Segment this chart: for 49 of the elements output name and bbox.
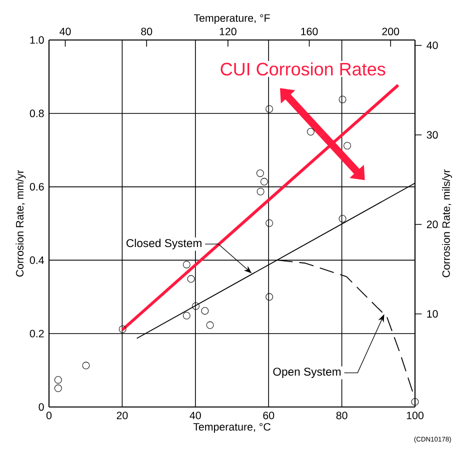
point bbox=[118, 325, 126, 333]
y2-tick-label: 30 bbox=[426, 131, 438, 139]
x2-tick-label: 80 bbox=[141, 28, 152, 36]
point bbox=[338, 214, 346, 222]
point bbox=[256, 188, 264, 196]
point bbox=[201, 307, 209, 315]
y-tick-label: 0.2 bbox=[30, 330, 44, 338]
y-tick-label: 0.6 bbox=[30, 183, 44, 191]
point bbox=[54, 384, 62, 392]
x-tick-label: 20 bbox=[116, 412, 128, 420]
point bbox=[54, 376, 62, 384]
x-tick-label: 40 bbox=[190, 412, 201, 420]
point bbox=[256, 169, 264, 177]
y-tick-label: 0 bbox=[38, 403, 44, 411]
y-tick-label: 0.4 bbox=[30, 256, 44, 264]
y2-tick-label: 40 bbox=[426, 42, 438, 50]
x2-axis-title: Temperature, °F bbox=[194, 14, 270, 24]
point bbox=[266, 219, 274, 227]
point bbox=[182, 312, 190, 320]
point bbox=[187, 275, 195, 283]
point bbox=[344, 142, 352, 150]
x-tick-label: 80 bbox=[336, 412, 348, 420]
y2-tick-label: 10 bbox=[427, 310, 438, 318]
x-axis-title: Temperature, °C bbox=[193, 423, 270, 433]
x2-tick-label: 160 bbox=[301, 28, 318, 36]
x-tick-label: 60 bbox=[263, 412, 274, 420]
point bbox=[266, 293, 274, 301]
x2-tick-label: 200 bbox=[382, 28, 400, 36]
point bbox=[206, 321, 214, 329]
point bbox=[266, 105, 274, 113]
annotation: Closed System bbox=[126, 238, 202, 250]
x2-tick-label: 40 bbox=[60, 28, 71, 36]
point bbox=[411, 398, 419, 406]
point bbox=[338, 96, 346, 104]
x-tick-label: 100 bbox=[406, 412, 424, 420]
x-tick-label: 0 bbox=[46, 412, 52, 420]
y-tick-label: 1.0 bbox=[30, 36, 44, 44]
point bbox=[82, 362, 90, 370]
y-tick-label: 0.8 bbox=[30, 110, 44, 118]
y2-tick-label: 20 bbox=[426, 220, 438, 228]
y-axis-title: Corrosion Rate, mm/yr bbox=[16, 170, 26, 277]
x2-tick-label: 120 bbox=[220, 28, 236, 36]
y2-axis-title: Corrosion Rate, mils/yr bbox=[442, 169, 452, 278]
point bbox=[260, 178, 268, 186]
series-label: CUI Corrosion Rates bbox=[220, 62, 386, 76]
point bbox=[192, 302, 200, 310]
point bbox=[306, 128, 314, 136]
point bbox=[182, 260, 190, 268]
annotation: Open System bbox=[273, 368, 341, 378]
